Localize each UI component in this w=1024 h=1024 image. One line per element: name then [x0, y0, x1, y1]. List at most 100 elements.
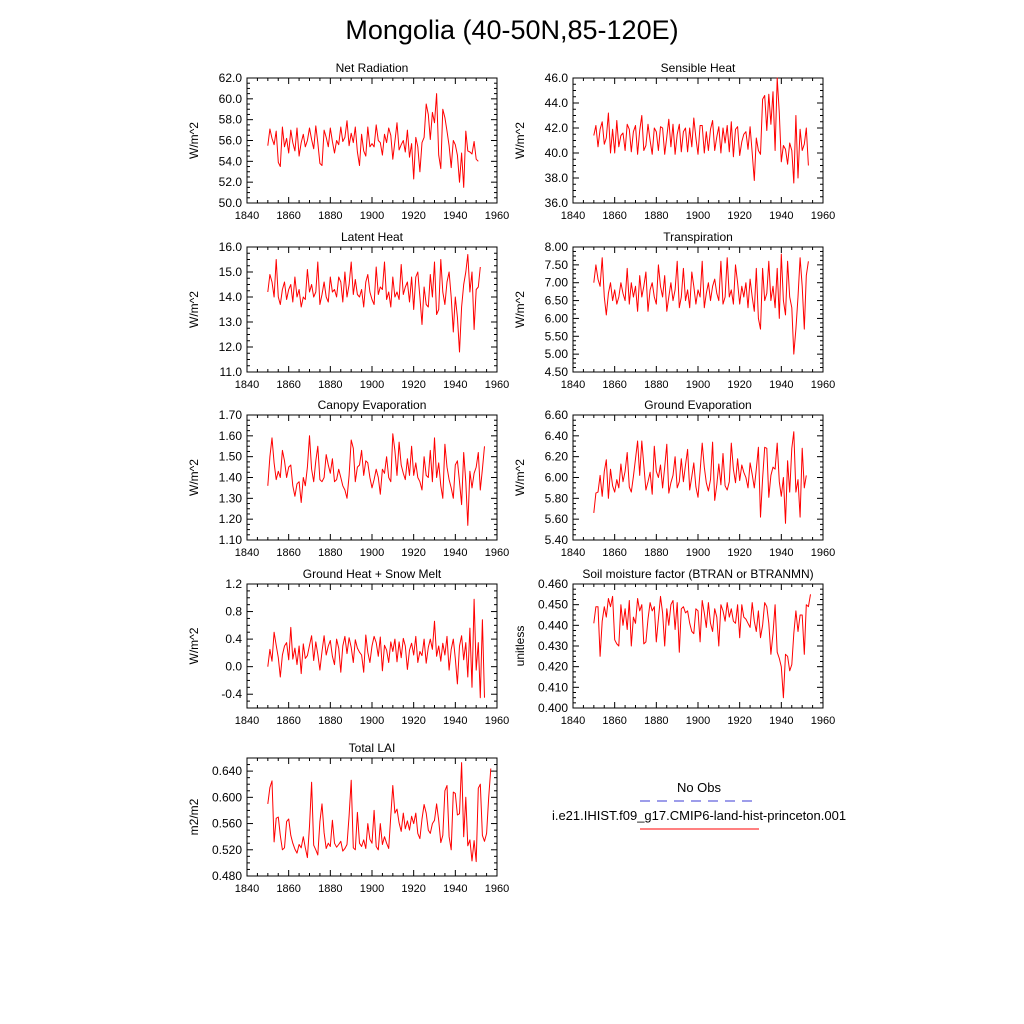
- x-tick-label: 1880: [318, 210, 342, 222]
- plot-frame-sensible-heat: [572, 77, 824, 204]
- x-tick-label: 1940: [443, 379, 467, 391]
- y-tick-label: 16.0: [219, 240, 243, 254]
- y-tick-label: 1.30: [219, 491, 243, 505]
- series-line-net-radiation: [267, 93, 479, 188]
- x-tick-label: 1960: [811, 210, 835, 222]
- y-tick-label: 1.70: [219, 408, 243, 422]
- x-tick-label: 1960: [811, 715, 835, 727]
- x-tick-label: 1940: [769, 210, 793, 222]
- panel-ground-evaporation: Ground Evaporation W/m^2 1840 1860 1880 1900 1…: [513, 398, 835, 559]
- legend: No Obs i.e21.IHIST.f09_g17.CMIP6-land-hi…: [552, 780, 846, 830]
- y-tick-label: 7.50: [545, 258, 569, 272]
- y-tick-label: 0.520: [212, 843, 242, 857]
- y-tick-label: 0.600: [212, 790, 242, 804]
- y-tick-label: 58.0: [219, 113, 243, 127]
- legend-label-obs: No Obs: [677, 780, 722, 795]
- x-tick-label: 1860: [602, 379, 626, 391]
- y-tick-label: 0.4: [225, 632, 242, 646]
- x-tick-label: 1920: [401, 379, 425, 391]
- y-tick-label: 1.60: [219, 429, 243, 443]
- y-tick-label: 0.410: [538, 680, 568, 694]
- x-tick-label: 1920: [727, 715, 751, 727]
- y-tick-label: 36.0: [545, 196, 569, 210]
- y-axis-label-net-radiation: W/m^2: [187, 122, 201, 159]
- y-tick-label: 0.430: [538, 639, 568, 653]
- y-tick-label: 50.0: [219, 196, 243, 210]
- panel-soil-moisture-factor-btran-or-btranmn: Soil moisture factor (BTRAN or BTRANMN) u…: [513, 567, 835, 727]
- y-tick-label: 12.0: [219, 340, 243, 354]
- x-tick-label: 1880: [644, 379, 668, 391]
- y-axis-label-ground-evaporation: W/m^2: [513, 459, 527, 496]
- y-tick-label: 0.400: [538, 701, 568, 715]
- x-tick-label: 1900: [360, 379, 384, 391]
- y-tick-label: 6.00: [545, 471, 569, 485]
- x-tick-label: 1860: [276, 715, 300, 727]
- x-tick-label: 1880: [318, 379, 342, 391]
- panel-transpiration: Transpiration W/m^2 1840 1860 1880 1900 1920 19…: [513, 230, 835, 391]
- panel-ground-heat-snow-melt: Ground Heat + Snow Melt W/m^2 1840 1860 1880…: [187, 567, 509, 727]
- x-tick-label: 1900: [360, 210, 384, 222]
- y-tick-label: 5.80: [545, 491, 569, 505]
- x-tick-label: 1840: [235, 883, 259, 895]
- y-tick-label: 60.0: [219, 92, 243, 106]
- x-tick-label: 1900: [360, 547, 384, 559]
- y-tick-label: 11.0: [220, 365, 243, 379]
- y-tick-label: 56.0: [219, 134, 243, 148]
- x-tick-label: 1860: [276, 210, 300, 222]
- x-tick-label: 1940: [443, 547, 467, 559]
- panel-title-latent-heat: Latent Heat: [341, 230, 404, 244]
- series-line-total-lai: [267, 762, 492, 863]
- y-tick-label: 14.0: [219, 290, 243, 304]
- y-tick-label: 5.60: [545, 512, 569, 526]
- y-axis-label-sensible-heat: W/m^2: [513, 122, 527, 159]
- x-tick-label: 1920: [401, 883, 425, 895]
- x-tick-label: 1960: [811, 547, 835, 559]
- x-tick-label: 1840: [235, 715, 259, 727]
- x-tick-label: 1860: [602, 210, 626, 222]
- y-tick-label: 6.50: [545, 294, 569, 308]
- x-tick-label: 1960: [485, 379, 509, 391]
- x-tick-label: 1880: [318, 883, 342, 895]
- x-tick-label: 1940: [443, 210, 467, 222]
- panel-title-soil-moisture-factor-btran-or-btranmn: Soil moisture factor (BTRAN or BTRANMN): [582, 567, 813, 581]
- y-tick-label: 0.8: [225, 605, 242, 619]
- panel-canopy-evaporation: Canopy Evaporation W/m^2 1840 1860 1880 1900 1…: [187, 398, 509, 559]
- series-line-latent-heat: [267, 254, 481, 353]
- panel-title-canopy-evaporation: Canopy Evaporation: [318, 398, 427, 412]
- y-tick-label: 5.50: [545, 329, 569, 343]
- x-tick-label: 1880: [318, 715, 342, 727]
- x-tick-label: 1940: [769, 547, 793, 559]
- x-tick-label: 1840: [561, 547, 585, 559]
- x-tick-label: 1960: [485, 547, 509, 559]
- y-tick-label: 0.420: [538, 660, 568, 674]
- figure-title: Mongolia (40-50N,85-120E): [345, 15, 678, 45]
- y-tick-label: 8.00: [545, 240, 569, 254]
- y-tick-label: 5.40: [545, 533, 569, 547]
- x-tick-label: 1860: [276, 379, 300, 391]
- panel-net-radiation: Net Radiation W/m^2 1840 1860 1880 1900 1920 19…: [187, 61, 509, 222]
- panel-title-ground-evaporation: Ground Evaporation: [644, 398, 751, 412]
- y-axis-label-ground-heat-snow-melt: W/m^2: [187, 627, 201, 664]
- panel-title-transpiration: Transpiration: [663, 230, 733, 244]
- series-line-soil-moisture-factor-btran-or-btranmn: [593, 594, 811, 699]
- x-tick-label: 1880: [318, 547, 342, 559]
- x-tick-label: 1900: [686, 210, 710, 222]
- legend-label-model: i.e21.IHIST.f09_g17.CMIP6-land-hist-prin…: [552, 808, 846, 823]
- x-tick-label: 1880: [644, 210, 668, 222]
- x-tick-label: 1900: [686, 715, 710, 727]
- y-tick-label: 46.0: [545, 71, 569, 85]
- y-tick-label: 42.0: [545, 121, 569, 135]
- plot-frame-net-radiation: [246, 77, 498, 204]
- x-tick-label: 1940: [443, 715, 467, 727]
- x-tick-label: 1900: [360, 715, 384, 727]
- series-line-transpiration: [593, 253, 809, 355]
- y-tick-label: 6.60: [545, 408, 569, 422]
- y-tick-label: 1.10: [219, 533, 243, 547]
- plot-frame-latent-heat: [246, 246, 498, 373]
- panel-title-total-lai: Total LAI: [349, 741, 396, 755]
- y-tick-label: 6.00: [545, 311, 569, 325]
- x-tick-label: 1840: [561, 379, 585, 391]
- x-tick-label: 1840: [561, 210, 585, 222]
- y-tick-label: -0.4: [221, 687, 242, 701]
